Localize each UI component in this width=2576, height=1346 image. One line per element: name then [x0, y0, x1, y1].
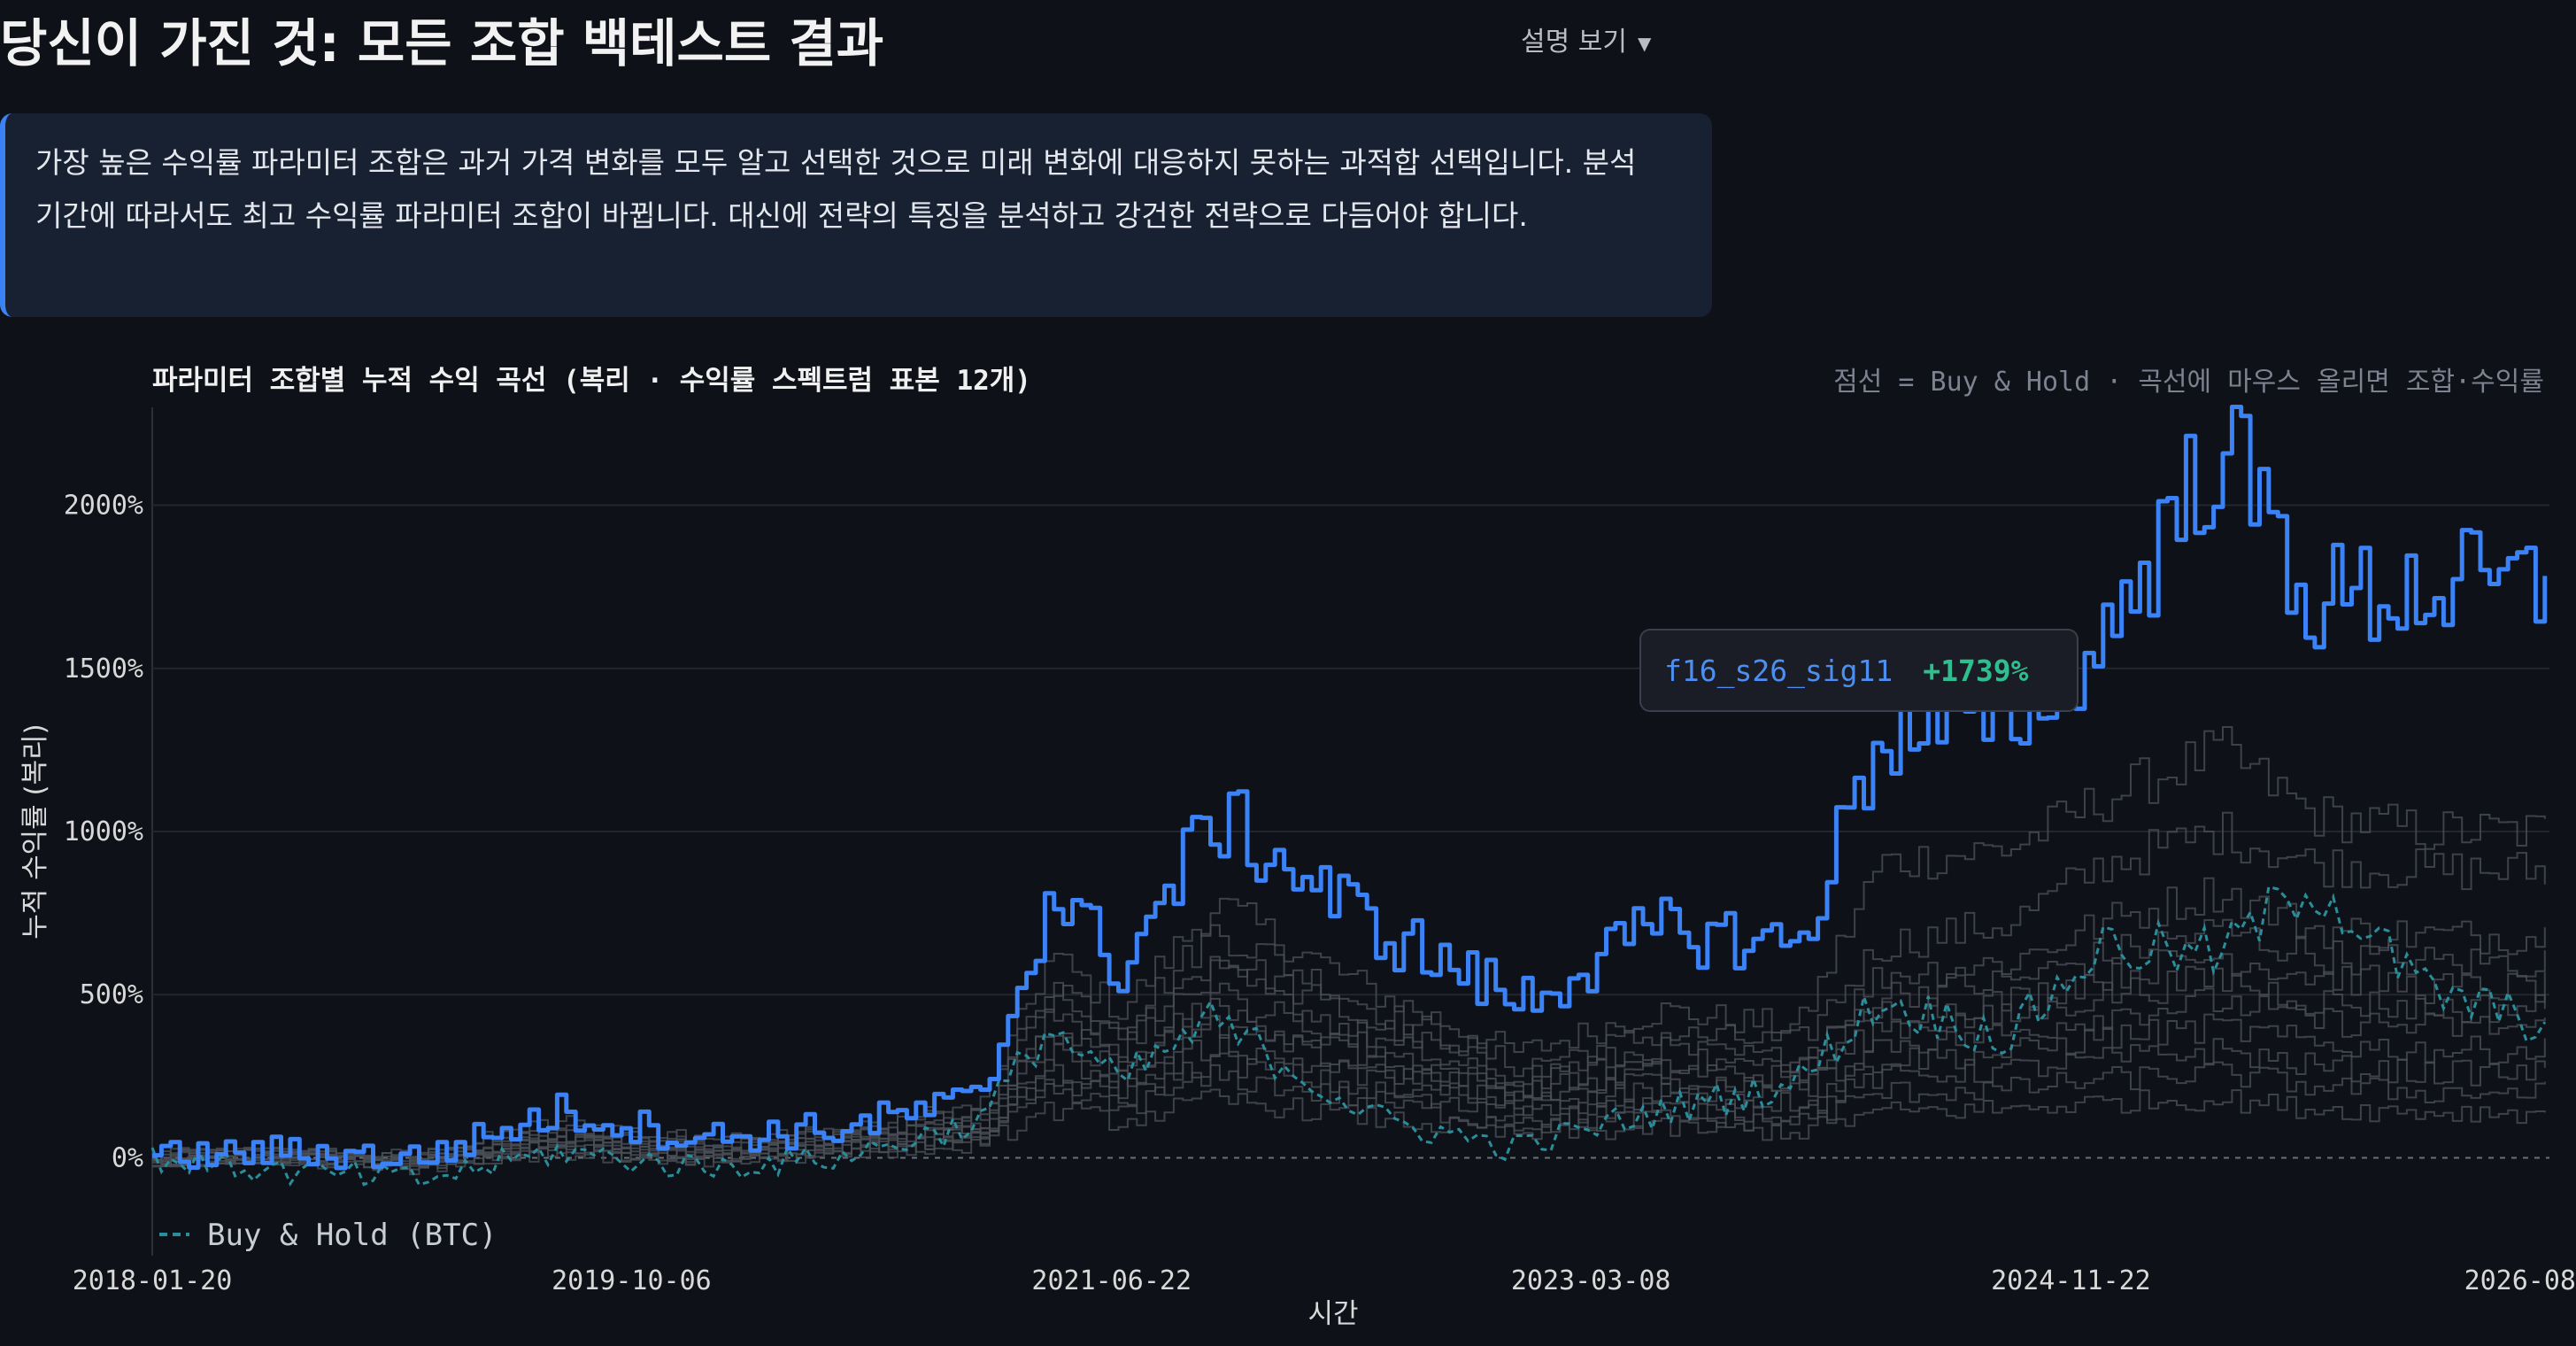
legend-buy-hold-label: Buy & Hold (BTC) — [207, 1218, 497, 1253]
y-tick-label: 500% — [80, 979, 143, 1010]
x-axis-title: 시간 — [1307, 1298, 1358, 1330]
caret-down-icon: ▼ — [1637, 32, 1652, 54]
chart-tooltip: f16_s26_sig11 +1739% — [1639, 629, 2079, 712]
series-line-best — [152, 405, 2548, 1171]
explain-toggle[interactable]: 설명 보기 ▼ — [1521, 19, 1651, 58]
page-title: 당신이 가진 것: 모든 조합 백테스트 결과 — [0, 13, 884, 73]
series-line-strategy — [152, 1088, 2546, 1176]
x-tick-label: 2019-10-06 — [551, 1265, 712, 1296]
info-callout: 가장 높은 수익률 파라미터 조합은 과거 가격 변화를 모두 알고 선택한 것… — [0, 113, 1712, 317]
chart-hint: 점선 = Buy & Hold · 곡선에 마우스 올리면 조합·수익률 — [1833, 367, 2544, 398]
x-tick-label: 2023-03-08 — [1511, 1265, 1671, 1296]
info-callout-text: 가장 높은 수익률 파라미터 조합은 과거 가격 변화를 모두 알고 선택한 것… — [35, 145, 1637, 233]
explain-toggle-label: 설명 보기 — [1521, 27, 1627, 58]
series-line-buy-hold — [150, 885, 2547, 1187]
series-line-strategy — [152, 965, 2546, 1171]
x-tick-label: 2018-01-20 — [73, 1265, 233, 1296]
series-line-strategy — [152, 1013, 2546, 1170]
y-tick-label: 2000% — [64, 491, 143, 522]
x-tick-label: 2026-08 — [2464, 1265, 2576, 1296]
y-axis-title: 누적 수익률 (복리) — [19, 723, 51, 940]
chart-title: 파라미터 조합별 누적 수익 곡선 (복리 · 수익률 스펙트럼 표본 12개) — [152, 365, 1031, 397]
y-tick-label: 1000% — [64, 816, 143, 847]
tooltip-return-value: +1739% — [1923, 653, 2029, 688]
tooltip-combination-name: f16_s26_sig11 — [1664, 653, 1893, 688]
y-tick-label: 1500% — [64, 654, 143, 685]
y-tick-label: 0% — [112, 1142, 143, 1173]
x-tick-label: 2024-11-22 — [1991, 1265, 2151, 1296]
x-tick-label: 2021-06-22 — [1031, 1265, 1192, 1296]
